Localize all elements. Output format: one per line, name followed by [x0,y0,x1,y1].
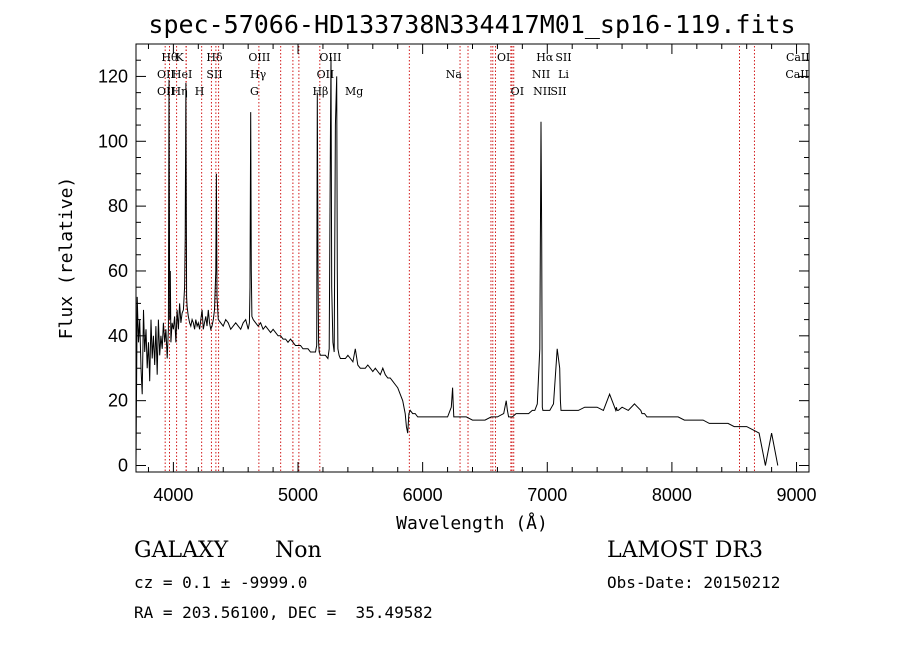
line-label: OIII [319,51,341,64]
line-label: SII [555,51,571,64]
line-label: Hβ [312,85,328,98]
line-label: OII [317,68,335,81]
object-subclass: Non [275,538,322,563]
x-tick-label: 6000 [403,485,443,505]
line-label: K [176,51,185,64]
line-label: CaII [786,51,810,64]
line-label: NII [533,85,551,98]
line-label: Hδ [206,51,223,64]
y-tick-label: 40 [108,326,128,346]
x-tick-label: 4000 [153,485,193,505]
obs-date-line: Obs-Date: 20150212 [607,573,781,592]
y-tick-label: 0 [118,456,128,476]
y-tick-label: 60 [108,261,128,281]
y-axis-title: Flux (relative) [56,177,77,340]
x-tick-label: 8000 [652,485,692,505]
y-tick-label: 120 [98,66,128,86]
y-tick-label: 20 [108,391,128,411]
line-label: Hα [536,51,554,64]
x-axis-title: Wavelength (Å) [396,512,548,534]
line-label: OII [157,85,175,98]
y-axis: 0 20 40 60 80 100 120 [98,59,809,476]
line-label: OI [511,85,524,98]
x-tick-label: 5000 [278,485,318,505]
line-label: SII [550,85,566,98]
spectrum-series-line [135,56,779,466]
plot-frame [135,43,810,473]
x-tick-label: 9000 [777,485,817,505]
x-tick-label: 7000 [527,485,567,505]
coordinates-line: RA = 203.56100, DEC = 35.49582 [134,603,433,622]
line-label: G [250,85,259,98]
line-label: Na [446,68,463,81]
line-label: Hη [172,85,188,98]
x-axis: 4000 5000 6000 7000 8000 9000 [147,44,817,505]
chart-title: spec-57066-HD133738N334417M01_sp16-119.f… [148,10,795,39]
line-label: OIII [248,51,270,64]
line-label: OII [157,68,175,81]
line-label: Hθ [161,51,178,64]
emission-line-markers [164,46,755,472]
object-class: GALAXY [134,538,229,563]
line-label: NII [532,68,550,81]
line-label: CaII [785,68,809,81]
y-tick-label: 100 [98,131,128,151]
line-label: SII [206,68,222,81]
line-label: HeI [172,68,192,81]
line-label: H [195,85,205,98]
line-label: Li [558,68,569,81]
line-label: OI [497,51,510,64]
line-label: Hγ [250,68,267,81]
redshift-line: cz = 0.1 ± -9999.0 [134,573,308,592]
y-tick-label: 80 [108,196,128,216]
survey-name: LAMOST DR3 [607,538,763,563]
line-label: Mg [345,85,363,98]
